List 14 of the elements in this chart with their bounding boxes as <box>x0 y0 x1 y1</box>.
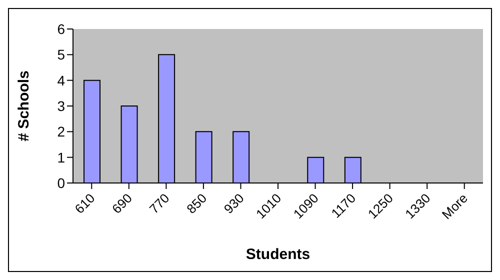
y-tick-label: 2 <box>57 124 66 140</box>
x-tick-label: 770 <box>146 190 172 216</box>
y-tick-label: 5 <box>57 46 66 63</box>
x-tick-label: 930 <box>220 190 247 216</box>
x-tick-label: 850 <box>184 190 210 216</box>
x-tick-label: 610 <box>72 190 98 216</box>
x-axis-title: Students <box>246 246 310 263</box>
y-tick-label: 6 <box>57 20 66 37</box>
y-axis-title: # Schools <box>15 70 32 142</box>
y-tick-label: 4 <box>57 72 66 88</box>
y-tick-label: 1 <box>57 149 66 166</box>
y-tick-label: 0 <box>57 174 66 191</box>
y-tick-label: 3 <box>57 98 66 114</box>
x-tick-label: 690 <box>109 190 136 216</box>
